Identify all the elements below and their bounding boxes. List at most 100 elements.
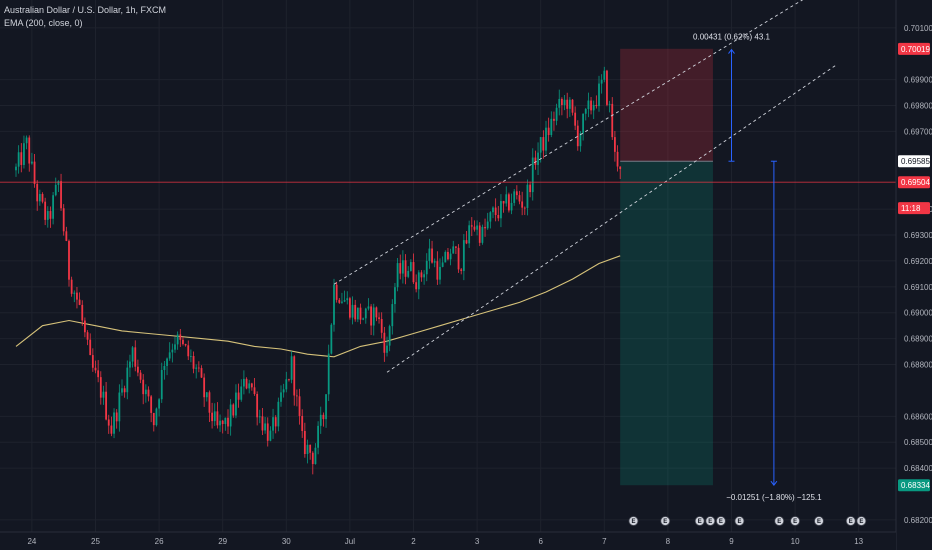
candle-body <box>224 417 227 425</box>
time-tick-label: 24 <box>27 537 36 546</box>
candle-body <box>20 152 23 165</box>
measure-down-label: −0.01251 (−1.80%) −125.1 <box>726 493 822 502</box>
candle-body <box>590 100 592 111</box>
candle-body <box>54 184 57 196</box>
event-marker <box>845 516 856 526</box>
candle-body <box>38 194 41 202</box>
candle-body <box>36 183 39 202</box>
candle-body <box>296 395 298 397</box>
event-marker <box>694 516 705 526</box>
candle-body <box>380 318 383 333</box>
candle-body <box>614 137 616 152</box>
candle-body <box>529 184 531 193</box>
candle-body <box>561 98 563 106</box>
candle-body <box>407 270 410 277</box>
candle-body <box>600 79 603 84</box>
time-axis[interactable]: 24 25 26 29 30 Jul 2 3 6 7 8 9 10 13 <box>0 531 896 550</box>
candle-body <box>200 368 203 378</box>
time-axis-bg <box>0 532 896 550</box>
candle-body <box>502 201 505 204</box>
candle-body <box>301 415 304 431</box>
candle-body <box>216 411 219 426</box>
candle-body <box>396 263 399 288</box>
candle-body <box>293 356 296 396</box>
candle-body <box>603 70 606 80</box>
candle-body <box>412 262 415 283</box>
time-tick-label: 8 <box>666 537 671 546</box>
event-marker <box>628 516 639 526</box>
candle-body <box>598 83 600 107</box>
candle-body <box>362 318 365 320</box>
candle-body <box>370 306 372 326</box>
event-marker-label: E <box>777 519 781 525</box>
candle-body <box>447 251 449 260</box>
price-tick-label: 0.69800 <box>904 102 932 111</box>
candle-body <box>15 166 17 171</box>
measure-arrows[interactable]: 0.00431 (0.62%) 43.1 −0.01251 (−1.80%) −1… <box>693 33 822 503</box>
candle-body <box>420 272 423 278</box>
candle-body <box>131 347 134 362</box>
candle-body <box>176 334 179 345</box>
measure-down-arrowhead <box>770 480 778 487</box>
candle-body <box>248 383 251 389</box>
candle-body <box>553 118 555 121</box>
candle-body <box>518 195 521 202</box>
price-tag-bg <box>898 42 930 55</box>
candle-body <box>107 419 110 426</box>
stop-loss-zone <box>620 48 713 162</box>
candle-body <box>168 352 171 359</box>
candle-body <box>179 334 182 340</box>
candle-body <box>70 279 73 294</box>
price-axis[interactable]: 0.701000.699000.698000.697000.694000.693… <box>895 0 932 550</box>
event-marker-label: E <box>793 519 797 525</box>
price-tag-bg <box>898 176 930 189</box>
indicator-label[interactable]: EMA (200, close, 0) <box>4 18 83 28</box>
candle-body <box>431 248 433 263</box>
short-position-tool[interactable] <box>620 48 713 486</box>
time-tick-label: 3 <box>475 537 480 546</box>
price-tick-label: 0.68200 <box>904 516 932 525</box>
candle-body <box>462 240 465 271</box>
candle-body <box>444 251 447 263</box>
price-tag-bg <box>898 479 930 492</box>
price-tag-bg <box>898 155 930 168</box>
event-marker <box>814 516 824 526</box>
candle-body <box>208 392 211 413</box>
candle-body <box>409 262 412 271</box>
candle-body <box>367 306 370 309</box>
candle-body <box>550 118 553 136</box>
candle-body <box>494 207 497 215</box>
candle-body <box>31 161 33 164</box>
candle-body <box>515 191 518 196</box>
candle-body <box>243 378 245 387</box>
candle-body <box>65 231 68 241</box>
candle-body <box>158 399 160 409</box>
time-tick-label: 29 <box>218 537 227 546</box>
candle-body <box>213 411 216 422</box>
candle-body <box>232 404 235 416</box>
candle-body <box>595 104 598 107</box>
candle-body <box>319 414 322 426</box>
price-tick-label: 0.68500 <box>904 438 932 447</box>
candle-body <box>335 284 338 300</box>
candle-body <box>41 194 44 202</box>
candle-body <box>568 99 571 109</box>
candle-body <box>306 444 309 455</box>
candle-body <box>484 226 486 229</box>
time-tick-label: 26 <box>155 537 164 546</box>
candle-body <box>182 339 184 345</box>
candle-body <box>351 304 354 318</box>
candle-body <box>388 326 391 346</box>
candle-body <box>129 361 131 368</box>
candle-body <box>465 240 468 244</box>
symbol-title[interactable]: Australian Dollar / U.S. Dollar, 1h, FXC… <box>4 5 167 15</box>
candle-body <box>121 388 123 393</box>
candle-body <box>322 414 325 420</box>
parallel-channel[interactable] <box>333 0 838 373</box>
candle-body <box>205 392 208 398</box>
candle-body <box>250 383 253 388</box>
candle-body <box>280 392 282 402</box>
